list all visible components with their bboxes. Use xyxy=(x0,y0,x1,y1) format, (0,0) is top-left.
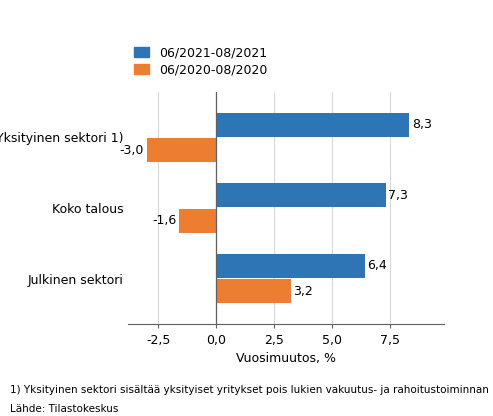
X-axis label: Vuosimuutos, %: Vuosimuutos, % xyxy=(236,352,336,365)
Bar xyxy=(216,113,409,137)
Bar xyxy=(179,209,216,233)
Text: 3,2: 3,2 xyxy=(293,285,313,298)
Bar xyxy=(216,254,365,278)
Legend: 06/2021-08/2021, 06/2020-08/2020: 06/2021-08/2021, 06/2020-08/2020 xyxy=(135,47,268,76)
Text: -1,6: -1,6 xyxy=(152,214,176,227)
Text: Lähde: Tilastokeskus: Lähde: Tilastokeskus xyxy=(10,404,118,414)
Text: 1) Yksityinen sektori sisältää yksityiset yritykset pois lukien vakuutus- ja rah: 1) Yksityinen sektori sisältää yksityise… xyxy=(10,385,493,395)
Text: -3,0: -3,0 xyxy=(120,144,144,156)
Text: 7,3: 7,3 xyxy=(388,189,408,202)
Text: 8,3: 8,3 xyxy=(412,118,431,131)
Bar xyxy=(147,138,216,162)
Text: 6,4: 6,4 xyxy=(368,260,387,272)
Bar xyxy=(216,183,386,207)
Bar xyxy=(216,279,290,303)
